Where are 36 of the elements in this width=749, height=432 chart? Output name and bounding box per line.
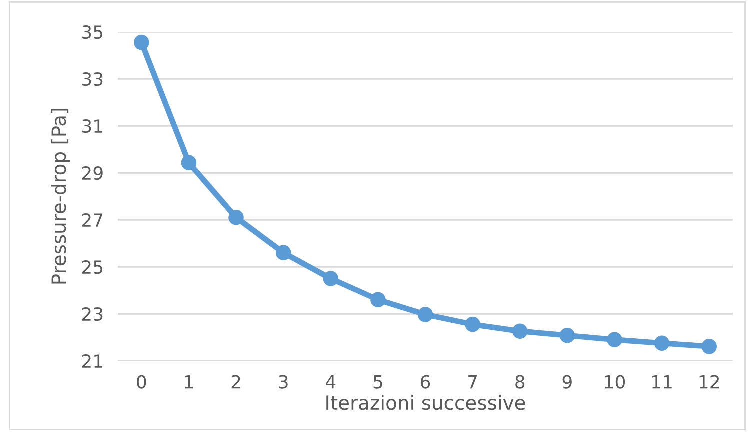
x-tick-label: 1	[185, 375, 194, 389]
x-tick-label: 2	[232, 375, 240, 389]
x-tick-label: 0	[137, 375, 146, 389]
point	[134, 34, 150, 50]
x-tick-label: 6	[421, 375, 430, 389]
x-tick-label: 11	[652, 375, 672, 389]
x-tick-label: 4	[326, 375, 336, 389]
point	[418, 307, 434, 322]
x-tick-label: 7	[468, 375, 478, 389]
y-axis-title: Pressure-drop [Pa]	[51, 109, 70, 284]
y-tick-label: 31	[82, 119, 102, 134]
point	[370, 292, 386, 308]
point	[276, 245, 292, 261]
y-tick-label: 27	[82, 213, 103, 227]
point	[654, 336, 670, 352]
point	[607, 332, 622, 348]
x-tick-label: 5	[374, 375, 382, 389]
x-tick-label: 3	[279, 375, 288, 389]
point	[181, 155, 197, 171]
y-tick-label: 25	[82, 260, 103, 274]
point	[702, 339, 717, 354]
x-tick-label: 9	[562, 375, 572, 389]
y-tick-label: 23	[82, 307, 103, 322]
y-tick-label: 29	[82, 166, 103, 180]
point	[228, 210, 244, 226]
y-tick-label: 33	[82, 72, 103, 86]
point	[512, 324, 528, 340]
point	[560, 328, 576, 344]
point	[323, 271, 339, 286]
x-tick-label: 8	[516, 375, 525, 389]
point	[465, 316, 480, 332]
x-tick-label: 10	[605, 375, 626, 389]
x-axis-title: Iterazioni successive	[326, 395, 526, 410]
y-tick-label: 21	[82, 354, 102, 368]
x-tick-label: 12	[700, 375, 720, 389]
y-tick-label: 35	[82, 25, 103, 40]
